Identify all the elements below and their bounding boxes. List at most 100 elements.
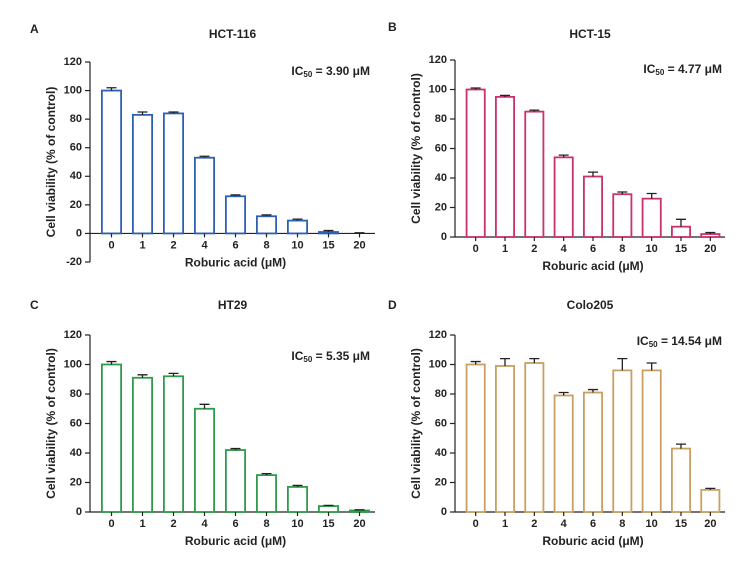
error-bar [588, 171, 598, 177]
x-tick-label: 10 [291, 239, 303, 251]
error-bar [261, 473, 272, 476]
bar [162, 112, 185, 235]
bar [193, 407, 216, 513]
panel-letter: B [388, 20, 397, 34]
ic50-value: = 5.35 μM [312, 349, 370, 363]
bar [671, 447, 691, 513]
bar [700, 233, 721, 238]
error-bar [230, 447, 241, 451]
y-tick-label: 0 [76, 506, 82, 518]
x-tick-label: 0 [473, 518, 479, 530]
chart-title: HCT-15 [569, 27, 611, 41]
y-tick-label: 100 [429, 83, 447, 95]
error-bar [354, 232, 365, 234]
x-tick-label: 1 [502, 243, 508, 255]
bar [348, 509, 371, 513]
x-tick-label: 4 [561, 243, 568, 255]
ic50-value: = 4.77 μM [664, 62, 722, 76]
x-tick-label: 2 [170, 518, 176, 530]
x-tick-label: 4 [201, 518, 208, 530]
error-bar [199, 155, 210, 158]
ic50-subscript: 50 [649, 340, 658, 349]
y-tick-label: 100 [64, 84, 82, 96]
x-tick-label: 1 [139, 239, 145, 251]
chart-title: HT29 [218, 298, 248, 312]
ic50-annotation: IC50 = 5.35 μM [291, 349, 370, 364]
bar [583, 391, 603, 513]
x-tick-label: 20 [704, 518, 716, 530]
y-tick-label: 40 [435, 447, 447, 459]
ic50-label: IC [291, 64, 303, 78]
bar [553, 156, 574, 238]
error-bar [529, 109, 540, 112]
x-tick-label: 1 [502, 518, 508, 530]
bar [224, 195, 247, 235]
y-tick-label: 100 [64, 358, 82, 370]
bar [193, 156, 216, 235]
x-tick-label: 6 [590, 243, 596, 255]
x-tick-label: 10 [646, 518, 658, 530]
y-tick-label: 0 [441, 506, 447, 518]
ic50-label: IC [637, 334, 649, 348]
x-tick-label: 6 [232, 239, 238, 251]
x-tick-label: 8 [619, 518, 625, 530]
ic50-value: = 14.54 μM [658, 334, 722, 348]
error-bar [137, 374, 148, 378]
bar [641, 197, 662, 238]
y-tick-label: 120 [64, 329, 82, 341]
error-bar [646, 192, 657, 199]
x-tick-label: 20 [704, 243, 716, 255]
x-tick-label: 2 [531, 518, 537, 530]
error-bar [230, 194, 241, 197]
error-bar [676, 218, 686, 227]
y-tick-label: 60 [435, 142, 447, 154]
bar [465, 88, 486, 238]
ic50-annotation: IC50 = 14.54 μM [637, 334, 722, 349]
panel-letter: D [388, 298, 397, 312]
y-tick-label: 80 [70, 113, 82, 125]
bar [317, 505, 340, 513]
y-tick-label: 40 [70, 170, 82, 182]
x-tick-label: 10 [646, 243, 658, 255]
bar [495, 95, 515, 238]
bar [641, 369, 662, 513]
bar [100, 363, 123, 513]
error-bar [500, 94, 510, 97]
x-tick-label: 10 [291, 518, 303, 530]
bar [495, 365, 515, 513]
bar [612, 369, 633, 513]
error-bar [168, 111, 179, 114]
x-tick-label: 4 [201, 239, 208, 251]
y-tick-label: 60 [70, 142, 82, 154]
error-bar [646, 362, 657, 371]
error-bar [261, 214, 272, 217]
x-tick-label: 0 [473, 243, 479, 255]
ic50-subscript: 50 [655, 68, 664, 77]
y-tick-label: 80 [70, 388, 82, 400]
y-axis-label: Cell viability (% of control) [409, 73, 423, 224]
error-bar [323, 504, 334, 507]
error-bar [529, 357, 540, 364]
bar [286, 219, 309, 235]
error-bar [705, 231, 716, 235]
bar [131, 376, 154, 513]
x-tick-label: 15 [675, 243, 687, 255]
error-bar [292, 484, 303, 487]
y-tick-label: 20 [70, 199, 82, 211]
y-tick-label: 120 [429, 329, 447, 341]
ic50-label: IC [643, 62, 655, 76]
y-tick-label: 120 [429, 54, 447, 66]
error-bar [500, 357, 510, 366]
error-bar [168, 372, 179, 377]
error-bar [558, 154, 569, 158]
x-tick-label: 2 [170, 239, 176, 251]
error-bar [354, 509, 365, 511]
bar [553, 394, 574, 513]
bar [700, 488, 721, 513]
y-tick-label: 60 [435, 417, 447, 429]
error-bar [199, 403, 210, 409]
y-axis-label: Cell viability (% of control) [409, 348, 423, 499]
x-tick-label: 2 [531, 243, 537, 255]
error-bar [588, 388, 598, 393]
bar [224, 449, 247, 513]
